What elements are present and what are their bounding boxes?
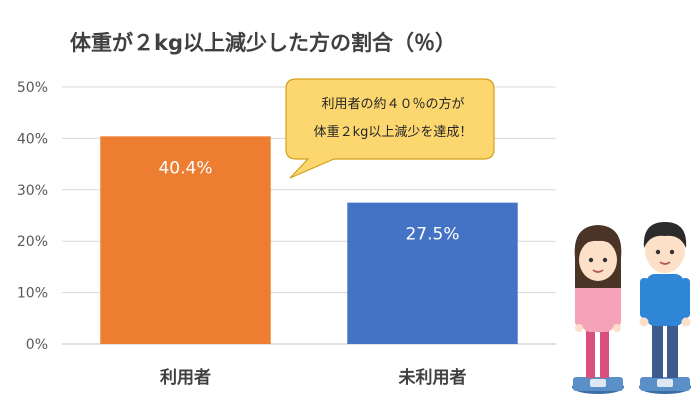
- woman-on-scale-icon: [572, 225, 624, 394]
- data-label: 27.5%: [405, 225, 459, 245]
- y-tick-label: 0%: [26, 337, 48, 353]
- man-on-scale-icon: [639, 222, 691, 394]
- chart-title: 体重が２kg以上減少した方の割合（％）: [70, 31, 456, 55]
- y-axis: 0% 10% 20% 30% 40% 50%: [17, 80, 48, 353]
- callout-line-2: 体重２kg以上減少を達成！: [314, 124, 473, 140]
- category-label: 未利用者: [398, 367, 467, 388]
- data-label: 40.4%: [158, 158, 212, 178]
- callout: 利用者の約４０％の方が 体重２kg以上減少を達成！: [285, 78, 495, 179]
- bars: 40.4% 利用者 27.5% 未利用者: [100, 136, 518, 388]
- bar: [100, 136, 271, 344]
- y-tick-label: 20%: [17, 234, 48, 250]
- y-tick-label: 40%: [17, 131, 48, 147]
- callout-bubble: [285, 78, 495, 179]
- y-tick-label: 50%: [17, 80, 48, 96]
- y-tick-label: 30%: [17, 183, 48, 199]
- callout-line-1: 利用者の約４０％の方が: [321, 96, 464, 112]
- bar: [347, 202, 518, 344]
- y-tick-label: 10%: [17, 286, 48, 302]
- people-illustration: [572, 222, 691, 394]
- category-label: 利用者: [160, 367, 211, 388]
